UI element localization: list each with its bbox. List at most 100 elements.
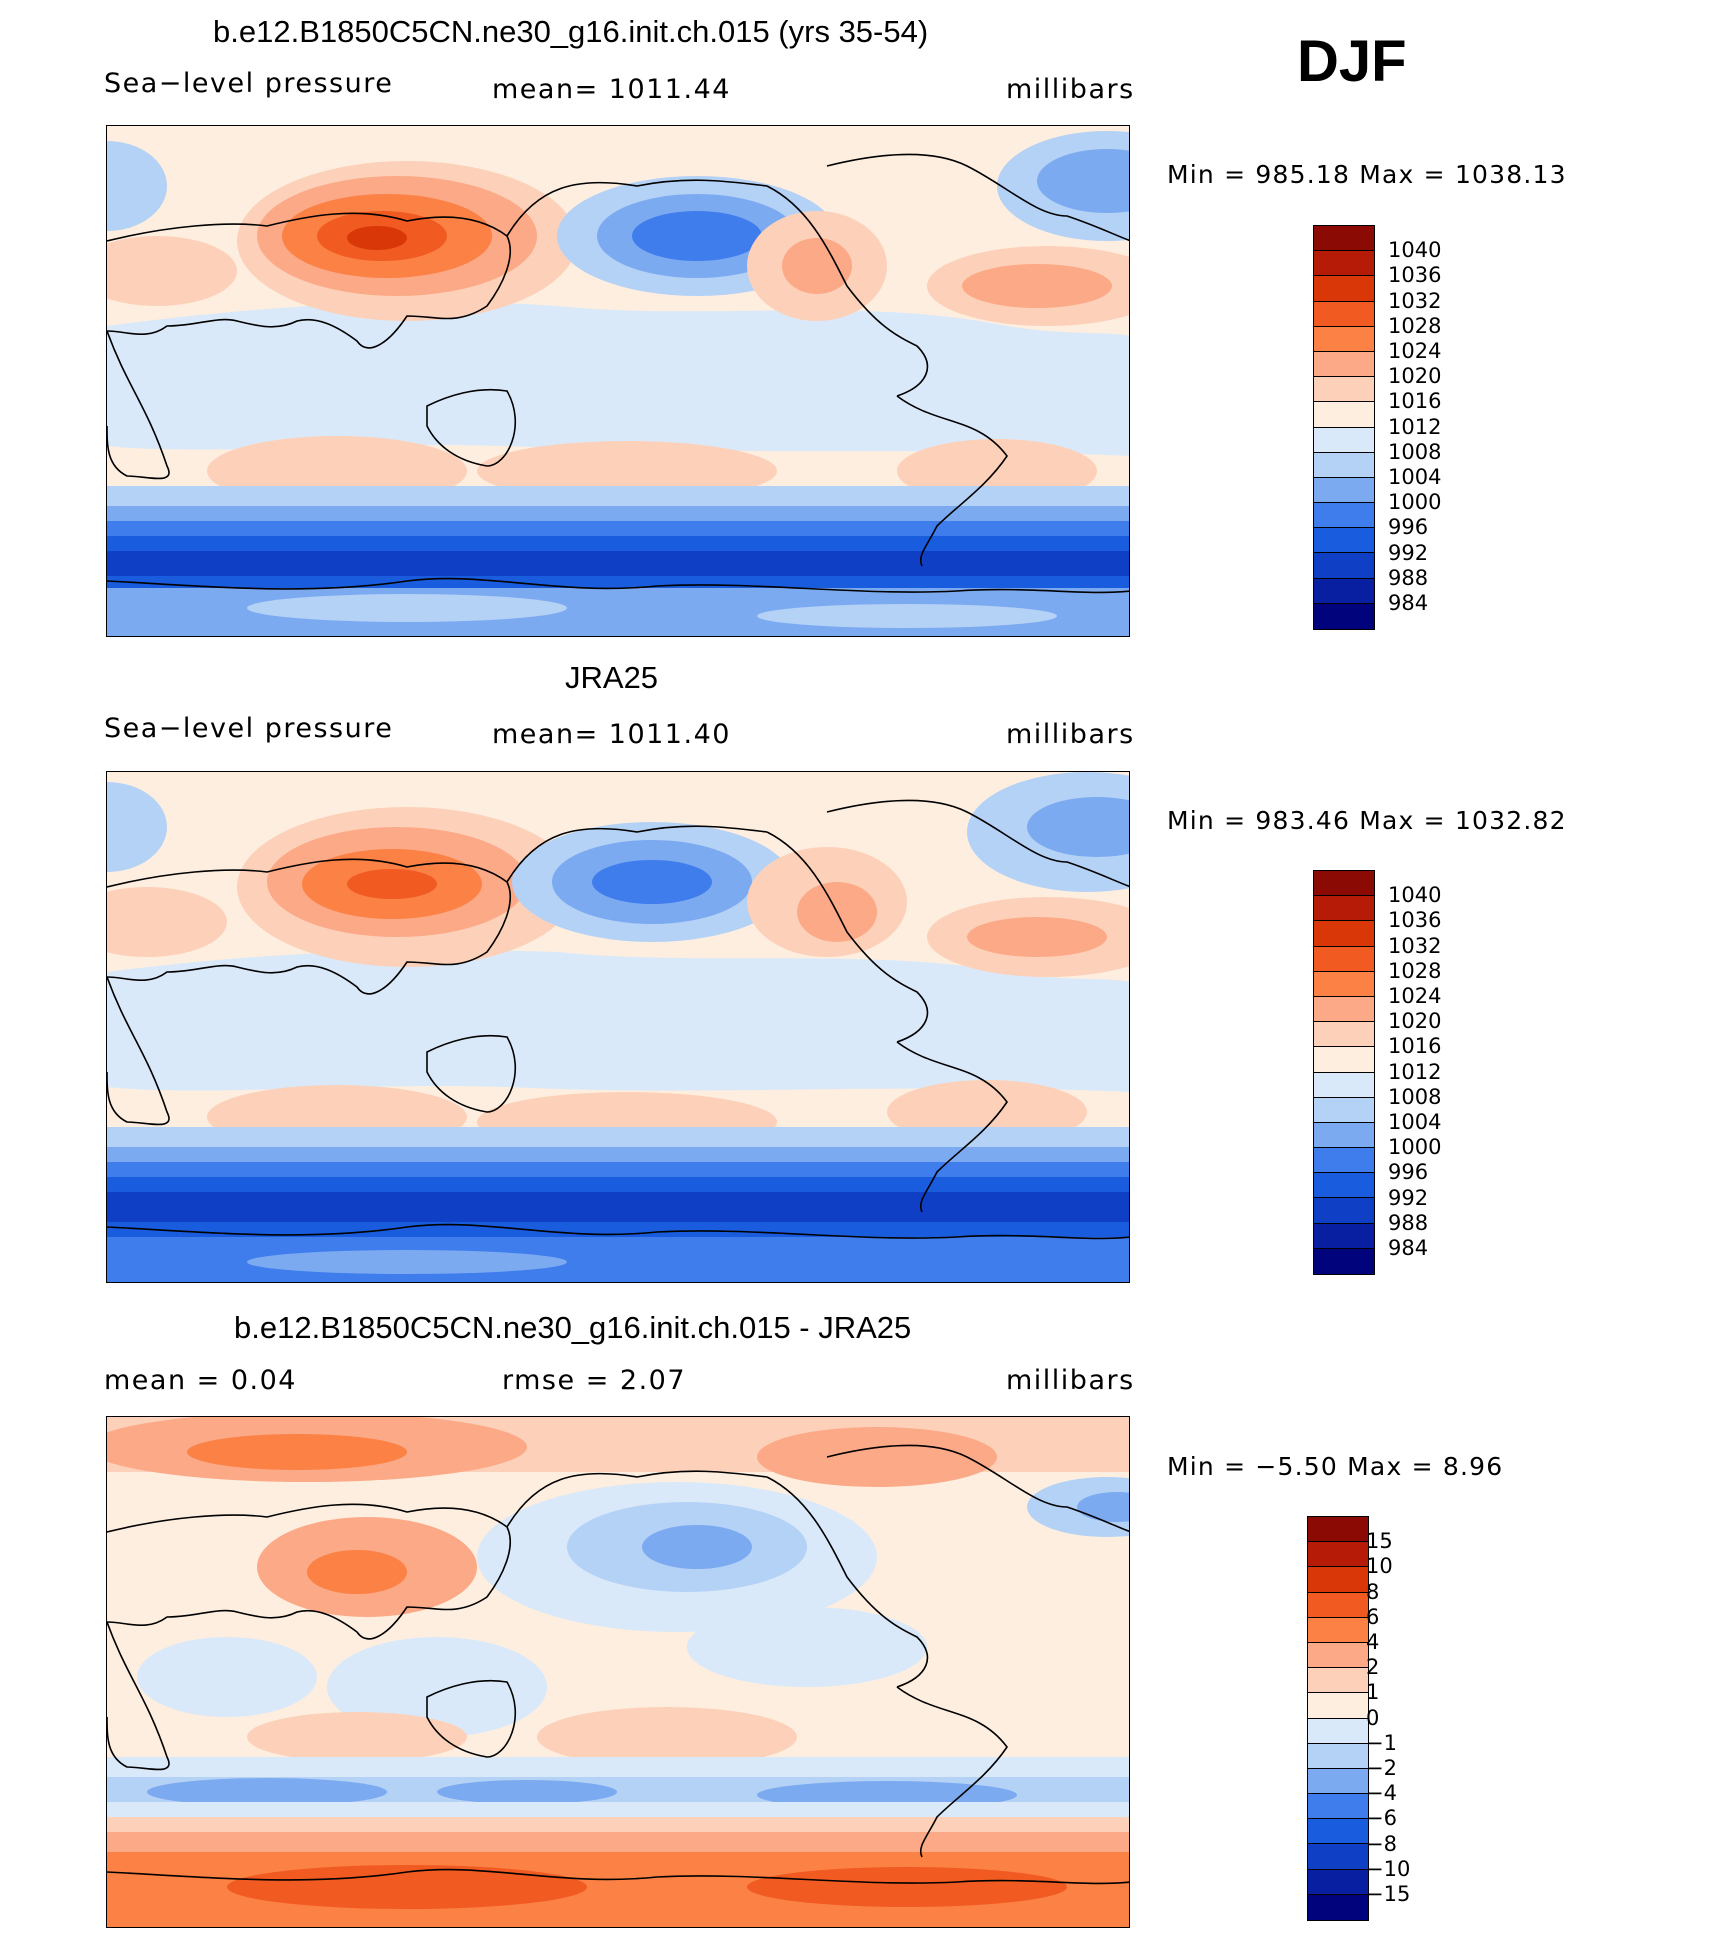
- colorbar-swatch: [1308, 1642, 1368, 1669]
- colorbar-swatch: [1314, 603, 1374, 629]
- panel-2-min-max: Min = 983.46 Max = 1032.82: [1167, 806, 1567, 835]
- colorbar-swatch: [1314, 1248, 1374, 1274]
- colorbar-swatch: [1314, 1148, 1374, 1174]
- colorbar-tick-label: 1032: [1388, 933, 1442, 958]
- colorbar-swatch: [1314, 1047, 1374, 1073]
- colorbar-tick-label: 996: [1388, 1160, 1429, 1185]
- colorbar-swatch: [1314, 946, 1374, 972]
- colorbar-tick-label: −10: [1366, 1856, 1411, 1881]
- colorbar-swatch: [1308, 1794, 1368, 1820]
- panel-3-colorbar: [1307, 1516, 1369, 1921]
- colorbar-tick-label: 6: [1366, 1604, 1380, 1629]
- colorbar-tick-label: 8: [1366, 1579, 1380, 1604]
- colorbar-tick-label: 0: [1366, 1705, 1380, 1730]
- colorbar-swatch: [1314, 427, 1374, 453]
- colorbar-tick-label: 1036: [1388, 263, 1442, 288]
- panel-1-contour-field: [107, 126, 1129, 636]
- colorbar-swatch: [1314, 996, 1374, 1023]
- colorbar-swatch: [1308, 1718, 1368, 1744]
- panel-1-units-label: millibars: [1006, 74, 1135, 105]
- colorbar-tick-label: 1024: [1388, 984, 1442, 1008]
- panel-1-variable-label: Sea−level pressure: [104, 68, 394, 99]
- colorbar-tick-label: 1036: [1388, 908, 1442, 933]
- colorbar-swatch: [1314, 326, 1374, 352]
- colorbar-swatch: [1314, 1097, 1374, 1123]
- colorbar-swatch: [1308, 1768, 1368, 1795]
- colorbar-tick-label: 1012: [1388, 414, 1442, 439]
- colorbar-tick-label: 15: [1366, 1529, 1393, 1554]
- panel-2-mean-label: mean= 1011.40: [492, 719, 731, 750]
- colorbar-tick-label: 1020: [1388, 1009, 1442, 1034]
- panel-2-map: [106, 771, 1130, 1283]
- colorbar-swatch: [1314, 896, 1374, 922]
- panel-2-colorbar: [1313, 870, 1375, 1275]
- colorbar-tick-label: −1: [1366, 1730, 1397, 1755]
- colorbar-swatch: [1314, 528, 1374, 554]
- colorbar-swatch: [1308, 1592, 1368, 1618]
- colorbar-tick-label: 1: [1366, 1680, 1380, 1705]
- panel-1-colorbar: [1313, 225, 1375, 630]
- colorbar-swatch: [1308, 1693, 1368, 1719]
- colorbar-swatch: [1314, 503, 1374, 529]
- colorbar-tick-label: 10: [1366, 1554, 1393, 1579]
- colorbar-swatch: [1314, 301, 1374, 327]
- colorbar-swatch: [1314, 276, 1374, 302]
- colorbar-tick-label: −15: [1366, 1882, 1411, 1906]
- colorbar-swatch: [1314, 226, 1374, 252]
- colorbar-swatch: [1308, 1894, 1368, 1920]
- colorbar-swatch: [1314, 1022, 1374, 1048]
- panel-2-title: JRA25: [565, 660, 659, 695]
- colorbar-tick-label: 1040: [1388, 883, 1442, 908]
- colorbar-tick-label: 992: [1388, 540, 1429, 565]
- colorbar-swatch: [1308, 1567, 1368, 1593]
- colorbar-tick-label: 988: [1388, 1210, 1429, 1235]
- panel-3-rmse-label: rmse = 2.07: [502, 1365, 687, 1396]
- colorbar-swatch: [1314, 377, 1374, 403]
- colorbar-tick-label: 2: [1366, 1655, 1380, 1680]
- panel-3-map: [106, 1416, 1130, 1928]
- colorbar-swatch: [1314, 1198, 1374, 1224]
- colorbar-swatch: [1314, 351, 1374, 378]
- colorbar-swatch: [1314, 251, 1374, 277]
- colorbar-tick-label: −2: [1366, 1756, 1397, 1780]
- colorbar-tick-label: 1012: [1388, 1059, 1442, 1084]
- colorbar-tick-label: 4: [1366, 1630, 1380, 1654]
- colorbar-tick-label: 1040: [1388, 238, 1442, 263]
- colorbar-tick-label: 984: [1388, 591, 1429, 615]
- colorbar-tick-label: 1008: [1388, 439, 1442, 464]
- colorbar-tick-label: −8: [1366, 1831, 1397, 1856]
- panel-3-mean-label: mean = 0.04: [104, 1365, 297, 1396]
- colorbar-swatch: [1314, 452, 1374, 478]
- colorbar-swatch: [1314, 578, 1374, 604]
- colorbar-tick-label: 1000: [1388, 1135, 1442, 1160]
- panel-3-title: b.e12.B1850C5CN.ne30_g16.init.ch.015 - J…: [234, 1310, 912, 1345]
- panel-1-mean-label: mean= 1011.44: [492, 74, 731, 105]
- colorbar-swatch: [1314, 871, 1374, 897]
- colorbar-swatch: [1308, 1617, 1368, 1643]
- panel-2-contour-field: [107, 772, 1129, 1282]
- colorbar-swatch: [1308, 1743, 1368, 1769]
- season-label: DJF: [1297, 29, 1407, 94]
- panel-3-min-max: Min = −5.50 Max = 8.96: [1167, 1452, 1504, 1481]
- colorbar-tick-label: 1016: [1388, 389, 1442, 414]
- panel-2-units-label: millibars: [1006, 719, 1135, 750]
- colorbar-tick-label: 1004: [1388, 1110, 1442, 1134]
- colorbar-tick-label: 1028: [1388, 313, 1442, 338]
- colorbar-swatch: [1308, 1844, 1368, 1870]
- panel-3-units-label: millibars: [1006, 1365, 1135, 1396]
- colorbar-tick-label: 1016: [1388, 1034, 1442, 1059]
- colorbar-tick-label: 1020: [1388, 364, 1442, 389]
- colorbar-tick-label: 988: [1388, 565, 1429, 590]
- colorbar-swatch: [1308, 1869, 1368, 1895]
- colorbar-swatch: [1314, 971, 1374, 997]
- colorbar-swatch: [1314, 921, 1374, 947]
- colorbar-tick-label: 1008: [1388, 1084, 1442, 1109]
- colorbar-tick-label: 992: [1388, 1185, 1429, 1210]
- colorbar-tick-label: 1000: [1388, 490, 1442, 515]
- colorbar-tick-label: 1004: [1388, 465, 1442, 489]
- colorbar-tick-label: 1028: [1388, 958, 1442, 983]
- colorbar-swatch: [1314, 553, 1374, 579]
- colorbar-tick-label: −4: [1366, 1781, 1397, 1806]
- panel-1-map: [106, 125, 1130, 637]
- colorbar-swatch: [1314, 477, 1374, 504]
